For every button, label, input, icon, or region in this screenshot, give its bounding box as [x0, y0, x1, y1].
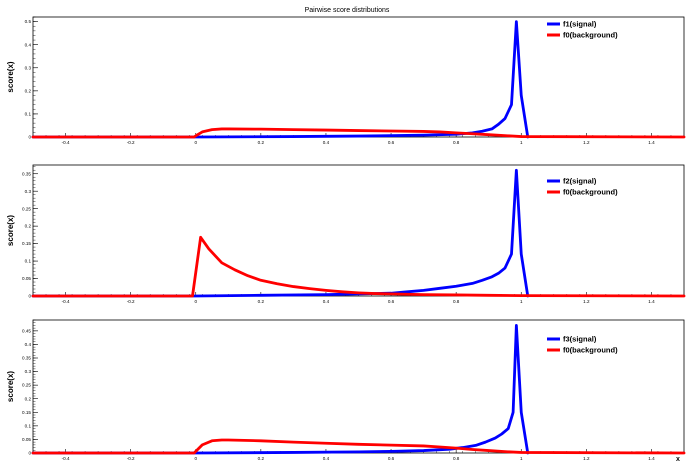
panel-2: -0.4 -0.2 0 0.2 0.4 0.6 0.8 1 1.2 1.4 0 0.05 0.1 0.15…: [6, 164, 686, 304]
y-tick-label: 0.3: [25, 65, 32, 70]
y-tick-label: 0.25: [22, 206, 31, 211]
series-line-f2-signal-: [31, 168, 530, 298]
x-tick-label: -0.2: [127, 140, 135, 145]
y-tick-label: 0.05: [22, 276, 31, 281]
x-tick-label: 1.2: [583, 299, 590, 304]
x-tick-label: 0.4: [323, 140, 330, 145]
y-tick-label: 0.4: [25, 42, 32, 47]
y-axis-title: score(x): [6, 371, 15, 402]
legend-entry: f1(signal): [563, 20, 597, 29]
x-tick-label: 0.4: [323, 299, 330, 304]
x-tick-label: 1.4: [648, 299, 655, 304]
x-tick-label: -0.2: [127, 456, 135, 461]
x-tick-label: 0.8: [453, 456, 460, 461]
x-tick-label: 0.8: [453, 299, 460, 304]
x-tick-label: 0.6: [388, 299, 395, 304]
figure-title: Pairwise score distributions: [305, 7, 390, 14]
x-tick-label: 0.6: [388, 140, 395, 145]
x-tick-label: 0: [194, 456, 197, 461]
x-tick-label: 0.6: [388, 456, 395, 461]
y-tick-label: 0: [28, 294, 31, 299]
x-tick-label: 0.2: [258, 140, 265, 145]
x-tick-label: 1.2: [583, 456, 590, 461]
series-line-f0-background-: [31, 235, 686, 298]
y-tick-label: 0.3: [25, 189, 32, 194]
x-tick-label: -0.2: [127, 299, 135, 304]
x-tick-label: 1.2: [583, 140, 590, 145]
y-tick-label: 0.1: [25, 423, 32, 428]
y-tick-label: 0.35: [22, 356, 31, 361]
y-tick-label: 0.15: [22, 241, 31, 246]
x-tick-label: 1.4: [648, 140, 655, 145]
y-tick-label: 0.2: [25, 396, 32, 401]
y-tick-label: 0.15: [22, 410, 31, 415]
x-axis-title: x: [676, 456, 680, 463]
legend-entry: f0(background): [563, 188, 618, 197]
x-tick-label: -0.4: [62, 140, 70, 145]
x-tick-label: 1: [520, 456, 523, 461]
x-tick-label: 0.4: [323, 456, 330, 461]
y-tick-label: 0.5: [25, 19, 32, 24]
x-tick-label: -0.4: [62, 299, 70, 304]
series-line-f0-background-: [31, 438, 686, 455]
panels-group: -0.4 -0.2 0 0.2 0.4 0.6 0.8 1 1.2 1.4 0 0.1 0.2 0.3 0.…: [6, 16, 686, 461]
x-tick-label: 1: [520, 299, 523, 304]
series-line-f1-signal-: [31, 20, 530, 139]
x-tick-label: 0: [194, 140, 197, 145]
x-tick-label: -0.4: [62, 456, 70, 461]
y-tick-label: 0.35: [22, 171, 31, 176]
x-tick-label: 0.2: [258, 299, 265, 304]
y-tick-label: 0.1: [25, 112, 32, 117]
legend-entry: f0(background): [563, 31, 618, 40]
x-tick-label: 0: [194, 299, 197, 304]
y-tick-label: 0.1: [25, 259, 32, 264]
y-tick-label: 0: [28, 451, 31, 456]
y-tick-label: 0.2: [25, 88, 32, 93]
y-tick-label: 0.05: [22, 437, 31, 442]
panel-1: -0.4 -0.2 0 0.2 0.4 0.6 0.8 1 1.2 1.4 0 0.1 0.2 0.3 0.…: [6, 16, 686, 145]
panel-3: -0.4 -0.2 0 0.2 0.4 0.6 0.8 1 1.2 1.4 0 0.05 0.1 0.15…: [6, 319, 686, 461]
legend-entry: f0(background): [563, 346, 618, 355]
y-tick-label: 0.25: [22, 383, 31, 388]
legend-entry: f3(signal): [563, 335, 597, 344]
x-tick-label: 1.4: [648, 456, 655, 461]
x-tick-label: 0.8: [453, 140, 460, 145]
y-tick-label: 0: [28, 135, 31, 140]
legend-entry: f2(signal): [563, 177, 597, 186]
y-tick-label: 0.45: [22, 328, 31, 333]
series-line-f3-signal-: [31, 324, 530, 455]
x-tick-label: 0.2: [258, 456, 265, 461]
y-tick-label: 0.3: [25, 369, 32, 374]
y-tick-label: 0.2: [25, 224, 32, 229]
series-line-f0-background-: [31, 127, 686, 139]
y-axis-title: score(x): [6, 61, 15, 92]
y-tick-label: 0.4: [25, 342, 32, 347]
y-axis-title: score(x): [6, 215, 15, 246]
x-tick-label: 1: [520, 140, 523, 145]
